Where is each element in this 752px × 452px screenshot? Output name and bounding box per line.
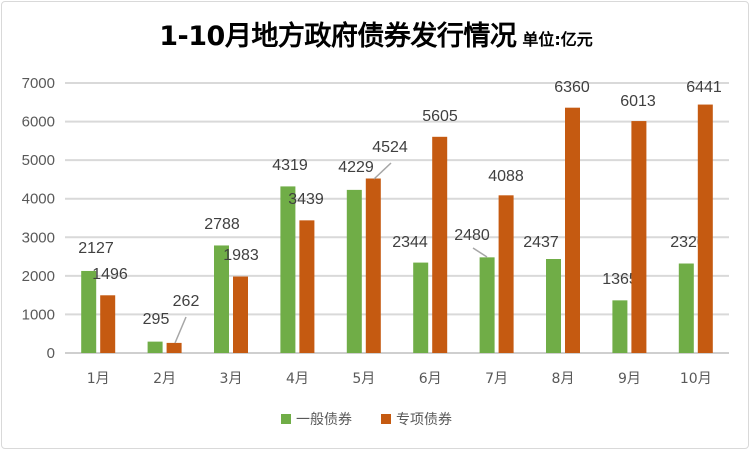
data-label: 4319 [272, 157, 308, 174]
y-tick-label: 3000 [22, 229, 55, 246]
legend-label: 一般债券 [296, 412, 352, 428]
chart-title: 1-10月地方政府债券发行情况 单位:亿元 [0, 14, 752, 53]
bar-special-bond [365, 178, 381, 353]
bar-special-bond [498, 195, 514, 353]
leader-line [174, 316, 187, 344]
legend-swatch [281, 414, 291, 424]
x-tick-label: 6月 [419, 371, 442, 387]
bar-special-bond [100, 295, 116, 353]
legend-swatch [381, 414, 391, 424]
data-label: 2344 [392, 234, 428, 251]
x-tick-label: 5月 [352, 371, 375, 387]
data-label: 2437 [523, 234, 559, 251]
bar-special-bond [233, 276, 248, 353]
leader-line [373, 162, 392, 180]
y-tick-label: 7000 [22, 75, 55, 92]
data-label: 2320 [670, 234, 706, 251]
x-tick-label: 1月 [87, 371, 110, 387]
bar-general-bond [346, 189, 362, 353]
bar-general-bond [147, 341, 163, 353]
bar-general-bond [81, 270, 97, 353]
y-tick-label: 4000 [22, 191, 55, 208]
bar-general-bond [678, 263, 694, 353]
x-tick-label: 7月 [485, 371, 508, 387]
data-label: 1365 [602, 271, 638, 288]
y-tick-label: 1000 [22, 306, 55, 323]
chart-unit: 单位:亿元 [522, 30, 593, 49]
bar-special-bond [432, 136, 448, 353]
data-label: 2788 [204, 216, 240, 233]
bar-special-bond [166, 342, 182, 353]
bar-general-bond [612, 300, 628, 353]
bar-general-bond [280, 186, 296, 353]
data-label: 3439 [288, 191, 324, 208]
bar-special-bond [299, 220, 315, 353]
data-label: 5605 [422, 108, 458, 125]
data-label: 1496 [92, 266, 128, 283]
x-tick-label: 10月 [680, 371, 712, 387]
data-label: 4524 [372, 139, 408, 156]
data-label: 2480 [454, 227, 490, 244]
chart-title-text: 1-10月地方政府债券发行情况 [159, 21, 517, 52]
x-tick-label: 4月 [286, 371, 309, 387]
bar-general-bond [413, 262, 429, 353]
data-label: 4088 [488, 168, 524, 185]
data-label: 2127 [78, 240, 114, 257]
leader-line [472, 247, 488, 258]
legend-label: 专项债券 [396, 412, 452, 428]
bar-special-bond [565, 107, 580, 353]
x-tick-label: 2月 [153, 371, 176, 387]
x-tick-label: 3月 [220, 371, 243, 387]
bar-general-bond [214, 245, 229, 353]
data-label: 6441 [686, 79, 722, 96]
data-label: 262 [173, 293, 200, 310]
data-label: 6360 [554, 79, 590, 96]
data-label: 295 [143, 311, 170, 328]
data-label: 1983 [223, 247, 259, 264]
bar-special-bond [631, 121, 647, 353]
bar-general-bond [546, 259, 561, 353]
data-label: 6013 [620, 93, 656, 110]
y-tick-label: 6000 [22, 114, 55, 131]
x-tick-label: 9月 [618, 371, 641, 387]
y-tick-label: 5000 [22, 152, 55, 169]
x-tick-label: 8月 [552, 371, 575, 387]
y-tick-label: 0 [47, 345, 55, 362]
y-tick-label: 2000 [22, 268, 55, 285]
data-label: 4229 [338, 159, 374, 176]
bar-general-bond [479, 257, 495, 353]
bar-special-bond [697, 104, 713, 353]
